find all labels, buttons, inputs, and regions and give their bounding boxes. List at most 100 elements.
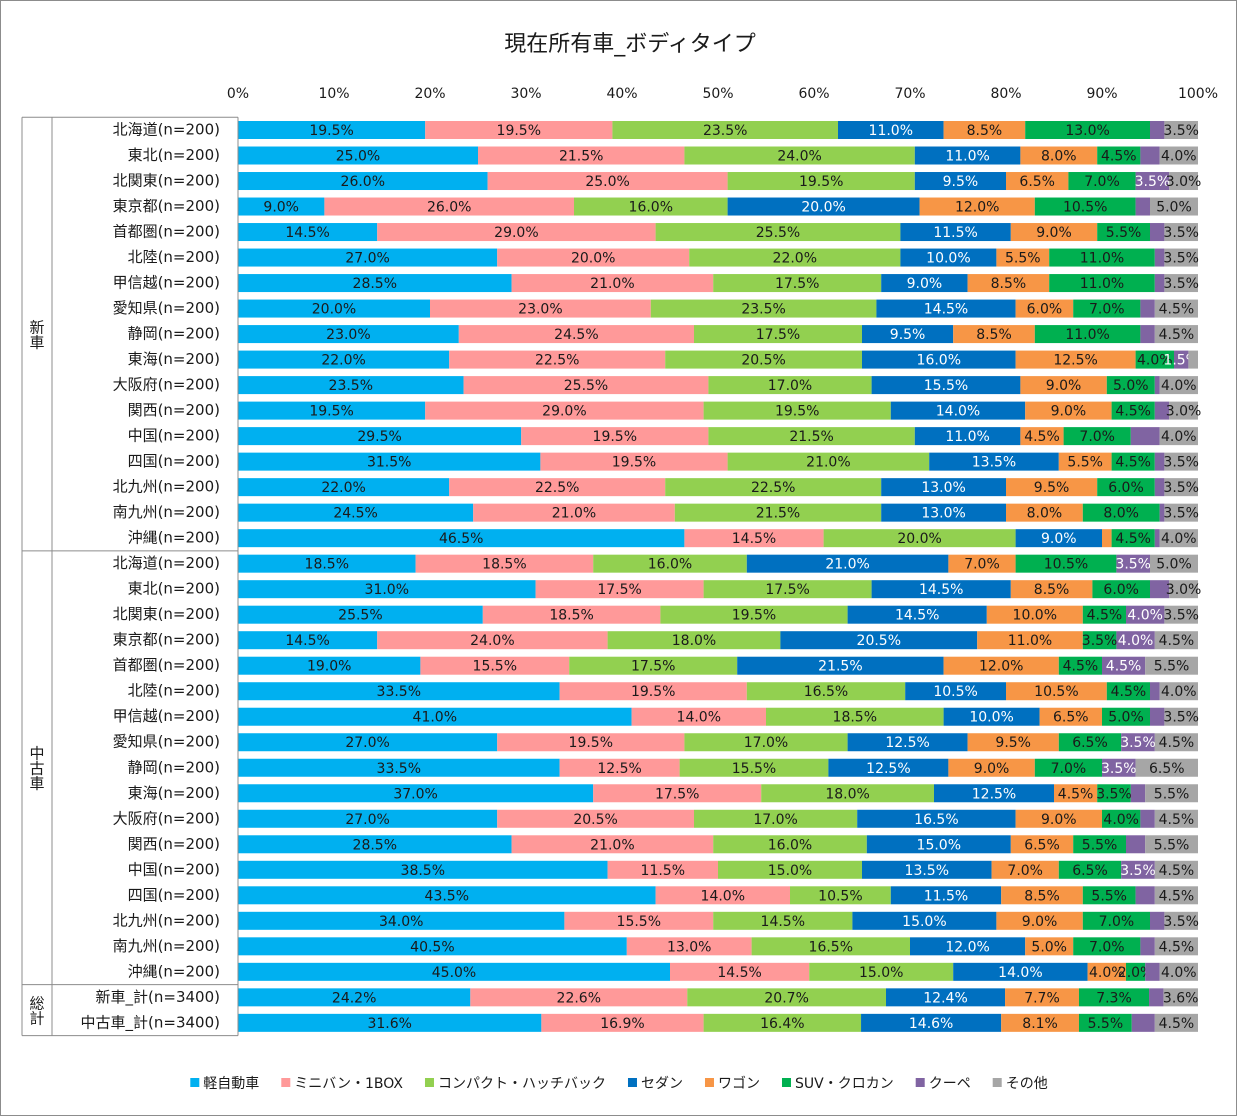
category-label: 東海(n=200) <box>128 350 220 368</box>
category-label: 大阪府(n=200) <box>113 376 220 394</box>
data-label: 11.0% <box>1080 251 1124 267</box>
bar-segment <box>1164 248 1198 267</box>
data-label: 19.5% <box>309 123 353 139</box>
data-label: 17.5% <box>655 786 699 802</box>
bar-segment <box>1025 121 1150 139</box>
category-label: 沖縄(n=200) <box>128 529 220 547</box>
data-label: 3.5% <box>1163 506 1199 522</box>
data-label: 24.5% <box>333 506 377 522</box>
bar-segment <box>1006 172 1069 191</box>
bar-segment <box>727 172 915 191</box>
bar-segment <box>1058 733 1122 752</box>
category-label: 愛知県(n=200) <box>113 733 220 751</box>
data-label: 9.5% <box>890 327 926 343</box>
data-label: 4.0% <box>1161 429 1197 445</box>
data-label: 7.0% <box>1089 939 1125 955</box>
data-label: 14.5% <box>732 531 776 547</box>
bar-segment <box>900 223 1011 242</box>
bar-segment <box>684 733 848 752</box>
bar-segment <box>564 911 714 930</box>
bar-segment <box>1159 962 1198 981</box>
bar-segment <box>1135 758 1198 777</box>
data-label: 18.0% <box>672 633 716 649</box>
data-label: 20.7% <box>764 990 808 1006</box>
bar-segment <box>1150 707 1165 726</box>
data-label: 5.5% <box>1091 888 1127 904</box>
data-label: 24.0% <box>470 633 514 649</box>
bar-segment <box>497 248 690 267</box>
bar-segment <box>1154 248 1165 267</box>
bar-segment <box>986 605 1083 624</box>
legend-label: コンパクト・ハッチバック <box>438 1076 606 1092</box>
data-label: 14.6% <box>909 1016 953 1032</box>
data-label: 12.5% <box>972 786 1016 802</box>
bar-segment <box>1092 580 1150 599</box>
data-label: 21.0% <box>552 506 596 522</box>
bar-segment <box>862 325 954 344</box>
data-label: 6.0% <box>1103 582 1139 598</box>
data-label: 19.5% <box>497 123 541 139</box>
data-label: 9.0% <box>1022 914 1058 930</box>
bar-segment <box>1154 325 1198 344</box>
bar-segment <box>1015 809 1102 828</box>
data-label: 29.5% <box>357 429 401 445</box>
bar-segment <box>415 554 594 573</box>
bar-segment <box>727 197 920 216</box>
category-label: 中国(n=200) <box>128 427 220 445</box>
data-label: 18.5% <box>549 608 593 624</box>
bar-segment <box>238 427 522 446</box>
data-label: 4.5% <box>1063 659 1099 675</box>
data-label: 5.0% <box>1156 200 1192 216</box>
bar-segment <box>1130 784 1146 803</box>
x-tick-label: 100% <box>1178 86 1218 102</box>
data-label: 20.0% <box>801 200 845 216</box>
bar-segment <box>1164 121 1198 139</box>
bar-segment <box>482 605 661 624</box>
bar-segment <box>1078 1013 1132 1032</box>
bar-segment <box>238 580 536 599</box>
data-label: 4.0% <box>1161 378 1197 394</box>
bar-segment <box>1154 886 1198 905</box>
data-label: 19.5% <box>612 455 656 471</box>
x-tick-label: 20% <box>414 86 445 102</box>
data-label: 40.5% <box>410 939 454 955</box>
bar-segment <box>497 733 685 752</box>
bar-segment <box>478 146 685 165</box>
data-label: 10.5% <box>818 888 862 904</box>
bar-segment <box>650 299 877 318</box>
chart-title: 現在所有車_ボディタイプ <box>504 32 755 57</box>
bar-segment <box>737 656 944 675</box>
data-label: 10.5% <box>1034 684 1078 700</box>
bar-segment <box>1140 937 1155 956</box>
data-label: 3.5% <box>1082 633 1118 649</box>
bar-segment <box>905 682 1006 701</box>
data-label: 41.0% <box>413 710 457 726</box>
data-label: 14.0% <box>677 710 721 726</box>
x-tick-label: 80% <box>990 86 1021 102</box>
bar-segment <box>761 784 934 803</box>
data-label: 7.0% <box>1051 761 1087 777</box>
data-label: 6.5% <box>1053 710 1089 726</box>
category-label: 北関東(n=200) <box>113 605 220 623</box>
bar-segment <box>674 503 882 522</box>
data-label: 23.5% <box>703 123 747 139</box>
bar-segment <box>238 299 430 318</box>
data-label: 13.0% <box>667 939 711 955</box>
bar-segment <box>708 427 915 446</box>
data-label: 4.5% <box>1159 633 1195 649</box>
data-label: 24.2% <box>332 990 376 1006</box>
bar-segment <box>238 223 378 242</box>
bar-segment <box>1001 886 1083 905</box>
bar-segment <box>1073 299 1141 318</box>
bar-segment <box>1068 172 1136 191</box>
bar-segment <box>943 707 1040 726</box>
category-label: 首都圏(n=200) <box>113 656 220 674</box>
bar-segment <box>1154 376 1160 395</box>
data-label: 4.0% <box>1103 812 1139 828</box>
bar-segment <box>238 962 670 981</box>
bar-segment <box>607 860 718 879</box>
bar-segment <box>790 886 891 905</box>
data-label: 5.5% <box>1082 837 1118 853</box>
bar-segment <box>1159 503 1165 522</box>
data-label: 9.0% <box>1046 378 1082 394</box>
